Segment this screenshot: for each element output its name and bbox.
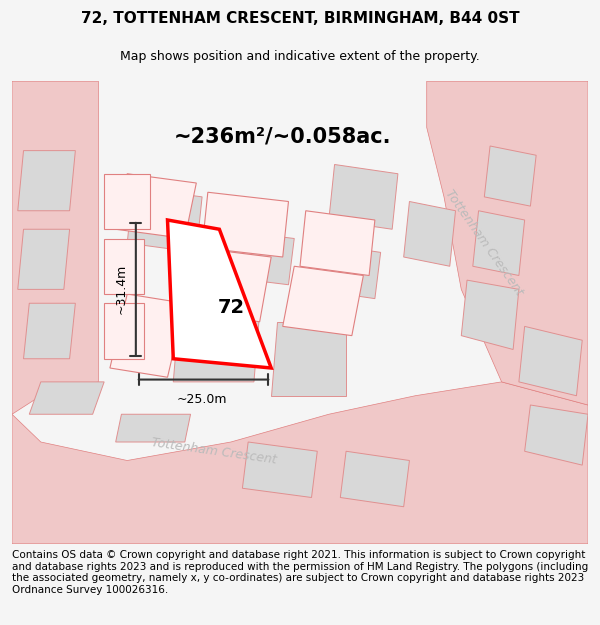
Polygon shape (29, 382, 104, 414)
Polygon shape (214, 229, 294, 285)
Polygon shape (116, 174, 196, 239)
Polygon shape (300, 211, 375, 276)
Polygon shape (202, 192, 289, 257)
Text: ~236m²/~0.058ac.: ~236m²/~0.058ac. (173, 127, 391, 147)
Polygon shape (404, 201, 455, 266)
Polygon shape (104, 239, 145, 294)
Polygon shape (18, 151, 76, 211)
Polygon shape (23, 303, 76, 359)
Polygon shape (340, 451, 409, 507)
Polygon shape (271, 322, 346, 396)
Polygon shape (12, 81, 98, 414)
Polygon shape (127, 188, 202, 253)
Text: 72, TOTTENHAM CRESCENT, BIRMINGHAM, B44 0ST: 72, TOTTENHAM CRESCENT, BIRMINGHAM, B44 … (80, 11, 520, 26)
Polygon shape (242, 442, 317, 498)
Text: Tottenham Crescent: Tottenham Crescent (150, 436, 277, 466)
Text: Map shows position and indicative extent of the property.: Map shows position and indicative extent… (120, 50, 480, 62)
Polygon shape (519, 326, 582, 396)
Polygon shape (484, 146, 536, 206)
Polygon shape (104, 174, 150, 229)
Polygon shape (167, 220, 271, 368)
Polygon shape (185, 248, 271, 322)
Polygon shape (329, 164, 398, 229)
Polygon shape (283, 266, 364, 336)
Polygon shape (110, 294, 185, 378)
Polygon shape (461, 280, 519, 349)
Polygon shape (524, 405, 588, 465)
Polygon shape (473, 211, 524, 276)
Polygon shape (12, 382, 588, 544)
Polygon shape (18, 229, 70, 289)
Text: Contains OS data © Crown copyright and database right 2021. This information is : Contains OS data © Crown copyright and d… (12, 550, 588, 595)
Polygon shape (116, 414, 191, 442)
Polygon shape (311, 243, 380, 299)
Text: ~25.0m: ~25.0m (177, 394, 227, 406)
Text: Tottenham Crescent: Tottenham Crescent (443, 188, 526, 299)
Text: ~31.4m: ~31.4m (114, 264, 127, 314)
Polygon shape (104, 303, 145, 359)
Text: 72: 72 (217, 298, 244, 318)
Polygon shape (427, 81, 588, 405)
Polygon shape (173, 312, 260, 382)
